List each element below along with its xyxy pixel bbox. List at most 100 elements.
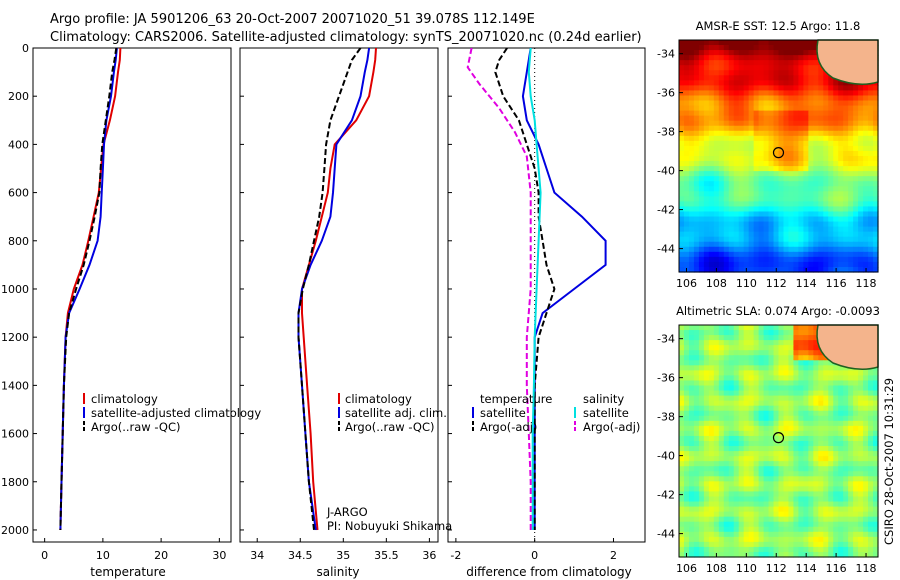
field-cell	[688, 40, 695, 46]
field-cell	[808, 246, 814, 253]
field-cell	[818, 241, 824, 248]
field-cell	[788, 551, 795, 558]
field-cell	[843, 236, 849, 243]
field-cell	[843, 415, 849, 422]
field-cell	[833, 150, 839, 157]
field-cell	[788, 405, 795, 412]
field-cell	[768, 246, 775, 253]
map-x-tick-label: 114	[796, 277, 817, 290]
field-cell	[698, 390, 705, 397]
field-cell	[853, 211, 859, 218]
field-cell	[783, 181, 790, 187]
field-cell	[833, 496, 839, 503]
field-cell	[803, 461, 809, 467]
field-cell	[798, 476, 804, 482]
field-cell	[823, 365, 829, 371]
field-cell	[738, 325, 745, 331]
field-cell	[758, 430, 765, 437]
field-cell	[723, 526, 730, 533]
field-cell	[778, 176, 785, 182]
field-cell	[843, 100, 849, 107]
field-cell	[683, 201, 690, 208]
field-cell	[793, 531, 799, 538]
field-cell	[793, 266, 799, 273]
field-cell	[803, 55, 809, 61]
field-cell	[723, 176, 730, 182]
field-cell	[788, 85, 795, 92]
field-cell	[793, 191, 799, 197]
field-cell	[748, 405, 755, 412]
field-cell	[713, 501, 720, 508]
field-cell	[698, 251, 705, 258]
field-cell	[688, 360, 695, 366]
field-cell	[723, 226, 730, 233]
field-cell	[683, 171, 690, 177]
field-cell	[808, 496, 814, 503]
y-tick-label: 1800	[1, 476, 29, 489]
field-cell	[743, 231, 750, 238]
field-cell	[718, 156, 725, 162]
field-cell	[753, 466, 760, 472]
field-cell	[823, 385, 829, 392]
field-cell	[778, 325, 785, 331]
field-cell	[733, 526, 740, 533]
field-cell	[758, 50, 765, 56]
field-cell	[773, 196, 780, 202]
map-x-tick-label: 110	[736, 562, 757, 575]
field-cell	[858, 241, 864, 248]
field-cell	[808, 161, 814, 167]
field-cell	[803, 405, 809, 412]
field-cell	[748, 340, 755, 346]
field-cell	[748, 375, 755, 382]
field-cell	[768, 105, 775, 112]
field-cell	[823, 105, 829, 112]
field-cell	[758, 541, 765, 548]
field-cell	[738, 110, 745, 117]
field-cell	[748, 456, 755, 462]
field-cell	[773, 516, 780, 523]
map-y-tick-label: -44	[657, 243, 675, 256]
legend-label-satellite: satellite adj. clim.	[345, 406, 447, 420]
field-cell	[688, 95, 695, 102]
field-cell	[718, 476, 725, 482]
field-cell	[783, 430, 790, 437]
field-cell	[778, 441, 785, 447]
field-cell	[758, 120, 765, 127]
field-cell	[748, 350, 755, 356]
field-cell	[713, 380, 720, 387]
field-cell	[793, 476, 799, 482]
field-cell	[853, 400, 859, 407]
field-cell	[773, 531, 780, 538]
field-cell	[728, 395, 735, 402]
field-cell	[813, 395, 819, 402]
field-cell	[679, 176, 685, 182]
field-cell	[793, 85, 799, 92]
field-cell	[743, 466, 750, 472]
field-cell	[798, 105, 804, 112]
field-cell	[853, 120, 859, 127]
field-cell	[753, 526, 760, 533]
field-cell	[683, 415, 690, 422]
field-cell	[728, 330, 735, 336]
field-cell	[778, 501, 785, 508]
field-cell	[868, 546, 874, 553]
field-cell	[728, 261, 735, 268]
field-cell	[763, 476, 770, 482]
field-cell	[728, 350, 735, 356]
field-cell	[788, 130, 795, 137]
map-y-tick-label: -42	[657, 204, 675, 217]
field-cell	[843, 196, 849, 202]
field-cell	[853, 511, 859, 518]
field-cell	[813, 171, 819, 177]
field-cell	[713, 511, 720, 518]
field-cell	[783, 420, 790, 427]
field-cell	[733, 471, 740, 477]
field-cell	[738, 55, 745, 61]
field-cell	[823, 140, 829, 147]
field-cell	[858, 246, 864, 253]
field-cell	[708, 481, 715, 487]
field-cell	[708, 330, 715, 336]
field-cell	[833, 241, 839, 248]
field-cell	[698, 65, 705, 71]
field-cell	[873, 120, 879, 127]
